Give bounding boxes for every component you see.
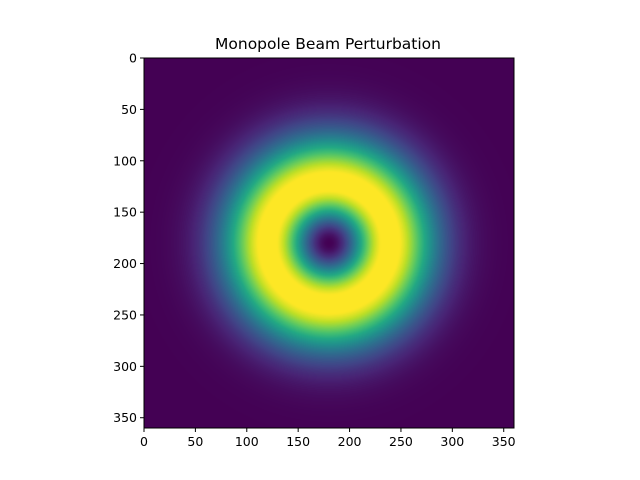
y-axis: 0 50 100 150 200 250 300 350 [113, 51, 144, 425]
x-tick-label: 250 [389, 434, 413, 449]
x-tick-label: 150 [286, 434, 310, 449]
plot-frame [143, 57, 515, 429]
heatmap-image [144, 58, 514, 428]
y-tick-label: 250 [113, 307, 137, 322]
x-tick-label: 200 [338, 434, 362, 449]
x-tick-label: 300 [440, 434, 464, 449]
x-tick-label: 0 [140, 434, 148, 449]
y-tick-label: 300 [113, 359, 137, 374]
y-tick-label: 350 [113, 410, 137, 425]
x-tick-label: 100 [235, 434, 259, 449]
x-tick-label: 50 [187, 434, 203, 449]
chart-title: Monopole Beam Perturbation [215, 35, 441, 53]
x-axis: 0 50 100 150 200 250 300 350 [140, 428, 516, 449]
y-tick-label: 100 [113, 153, 137, 168]
heatmap-plot-area [143, 57, 515, 429]
y-tick-label: 0 [129, 51, 137, 66]
y-tick-label: 150 [113, 205, 137, 220]
y-tick-label: 50 [121, 102, 137, 117]
y-tick-label: 200 [113, 256, 137, 271]
x-tick-label: 350 [492, 434, 516, 449]
